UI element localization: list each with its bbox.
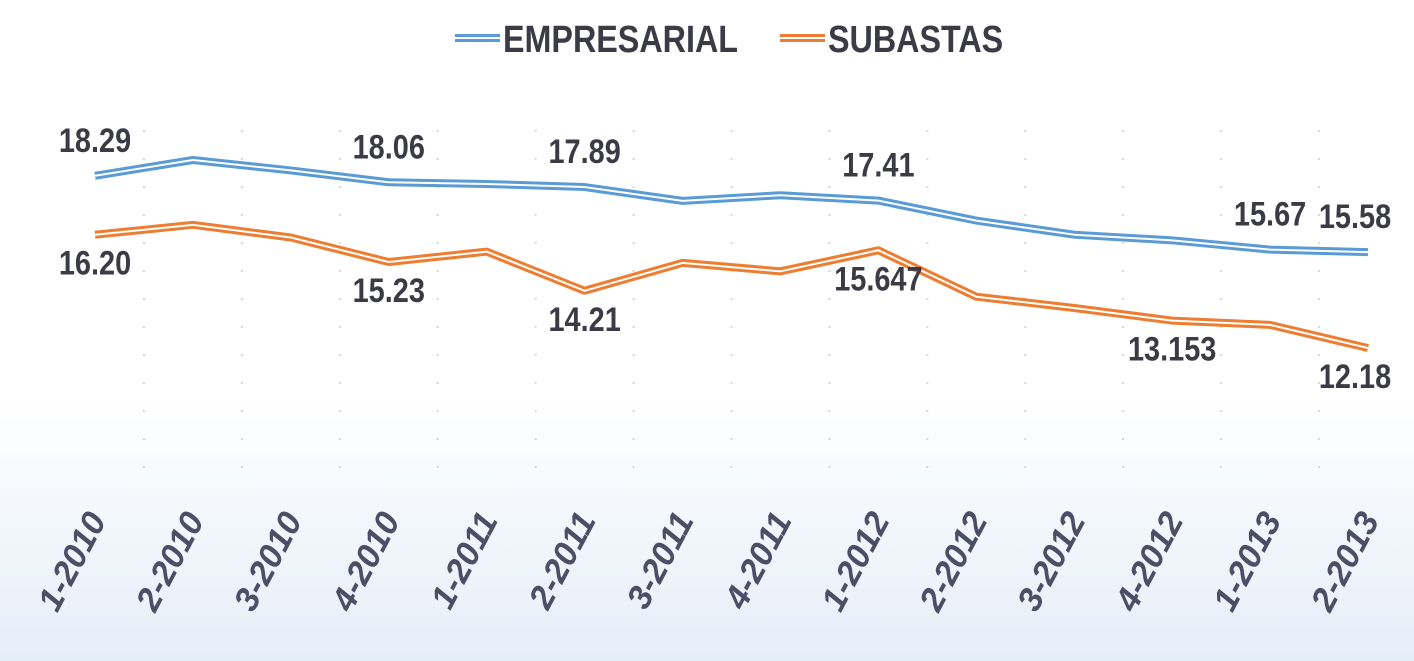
data-label: 17.89 xyxy=(548,132,620,171)
x-tick-label: 4-2012 xyxy=(1107,506,1191,618)
x-tick-label: 2-2011 xyxy=(521,506,604,616)
x-tick-label: 2-2010 xyxy=(128,506,212,618)
series-line-inner xyxy=(94,223,1369,349)
x-tick-label: 4-2011 xyxy=(717,506,800,616)
data-label: 18.06 xyxy=(353,127,425,166)
x-tick-label: 2-2013 xyxy=(1303,506,1387,618)
data-label: 14.21 xyxy=(548,300,620,339)
x-tick-label: 1-2013 xyxy=(1206,506,1289,617)
x-tick-label: 3-2011 xyxy=(620,506,702,615)
x-tick-label: 3-2010 xyxy=(227,506,310,617)
x-tick-label: 4-2010 xyxy=(324,506,408,618)
data-label: 13.153 xyxy=(1128,329,1216,368)
x-tick-label: 1-2012 xyxy=(814,506,897,617)
legend-label: EMPRESARIAL xyxy=(503,19,738,61)
legend-label: SUBASTAS xyxy=(828,19,1003,61)
series-line-inner xyxy=(94,159,1369,254)
legend-item: EMPRESARIAL xyxy=(455,19,738,61)
data-label: 17.41 xyxy=(842,145,914,184)
data-label: 15.67 xyxy=(1234,194,1306,233)
x-tick-label: 3-2012 xyxy=(1010,506,1093,617)
x-tick-label: 1-2011 xyxy=(424,506,506,615)
x-tick-label: 2-2012 xyxy=(912,506,996,618)
data-label: 15.58 xyxy=(1319,197,1391,236)
x-tick-label: 1-2010 xyxy=(31,506,114,617)
legend-item: SUBASTAS xyxy=(779,19,1003,61)
data-label: 12.18 xyxy=(1319,357,1391,396)
data-label: 15.647 xyxy=(834,259,922,298)
data-label: 15.23 xyxy=(353,271,425,310)
data-label: 16.20 xyxy=(59,243,131,282)
data-label: 18.29 xyxy=(59,121,131,160)
